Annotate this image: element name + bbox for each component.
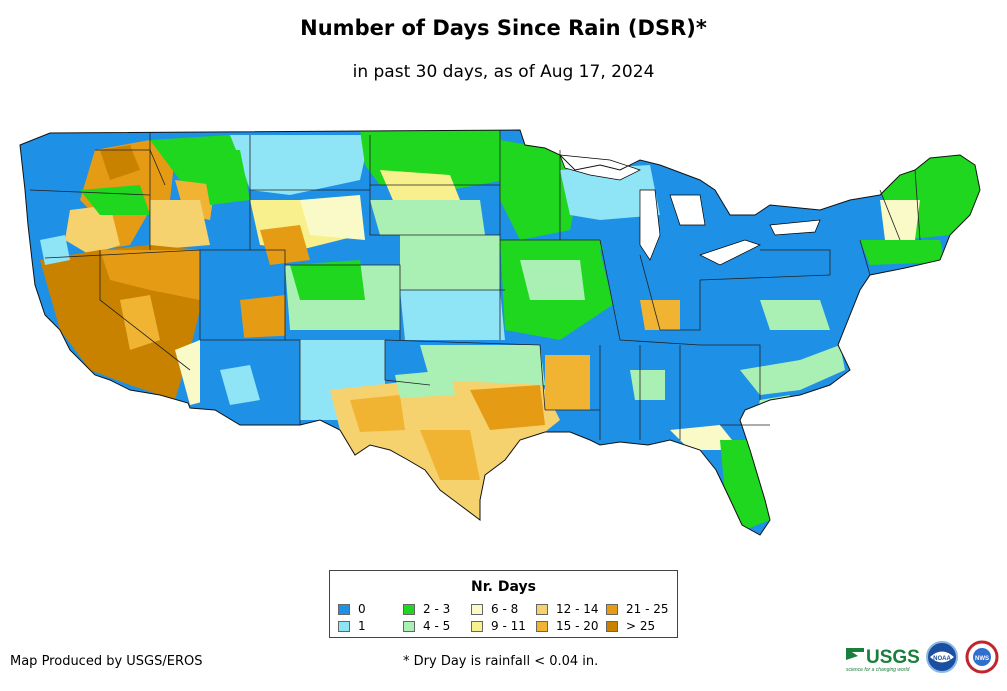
legend-swatch-3	[403, 620, 415, 632]
usgs-wordmark: USGS	[866, 647, 920, 668]
noaa-wordmark: NOAA	[933, 656, 951, 662]
legend-swatch-1	[338, 620, 350, 632]
legend-swatch-2	[403, 603, 415, 615]
map-subtitle: in past 30 days, as of Aug 17, 2024	[352, 62, 655, 82]
legend-item-7: 15 - 20	[536, 619, 599, 633]
legend-swatch-4	[471, 603, 483, 615]
legend-title: Nr. Days	[471, 579, 536, 595]
legend-label-8: 21 - 25	[626, 602, 669, 616]
legend-label-7: 15 - 20	[556, 619, 599, 633]
legend-swatch-9	[606, 620, 618, 632]
legend-item-1: 1	[338, 619, 366, 633]
legend-item-0: 0	[338, 602, 366, 616]
legend-label-5: 9 - 11	[491, 619, 526, 633]
agency-logos: USGS science for a changing world NOAA N…	[846, 640, 999, 674]
usgs-tagline: science for a changing world	[846, 667, 910, 673]
legend-swatch-5	[471, 620, 483, 632]
legend-swatch-0	[338, 603, 350, 615]
legend-item-9: > 25	[606, 619, 655, 633]
legend-label-1: 1	[358, 619, 366, 633]
dsr-color-field	[20, 130, 980, 535]
legend-label-4: 6 - 8	[491, 602, 519, 616]
legend-item-6: 12 - 14	[536, 602, 599, 616]
legend-label-0: 0	[358, 602, 366, 616]
legend-label-2: 2 - 3	[423, 602, 451, 616]
legend-swatch-6	[536, 603, 548, 615]
legend-item-4: 6 - 8	[471, 602, 518, 616]
usgs-logo: USGS science for a changing world	[846, 647, 920, 673]
map-title: Number of Days Since Rain (DSR)*	[300, 16, 707, 40]
map-legend: Nr. Days 0 1 2 - 3 4 - 5 6 - 8 9 - 11 12…	[329, 570, 678, 638]
legend-label-3: 4 - 5	[423, 619, 451, 633]
state-boundaries	[29, 130, 921, 440]
nws-logo: NWS	[965, 640, 999, 674]
legend-item-5: 9 - 11	[471, 619, 526, 633]
usgs-wave-icon	[846, 648, 864, 660]
nws-wordmark: NWS	[975, 656, 989, 662]
legend-swatch-8	[606, 603, 618, 615]
legend-label-9: > 25	[626, 619, 656, 633]
map-credit: Map Produced by USGS/EROS	[10, 654, 203, 669]
legend-item-3: 4 - 5	[403, 619, 450, 633]
legend-item-2: 2 - 3	[403, 602, 450, 616]
legend-item-8: 21 - 25	[606, 602, 669, 616]
great-lakes	[559, 154, 821, 266]
dry-day-note: * Dry Day is rainfall < 0.04 in.	[403, 654, 599, 669]
us-dsr-map	[19, 129, 981, 536]
legend-swatch-7	[536, 620, 548, 632]
legend-label-6: 12 - 14	[556, 602, 599, 616]
noaa-logo: NOAA	[926, 641, 958, 673]
